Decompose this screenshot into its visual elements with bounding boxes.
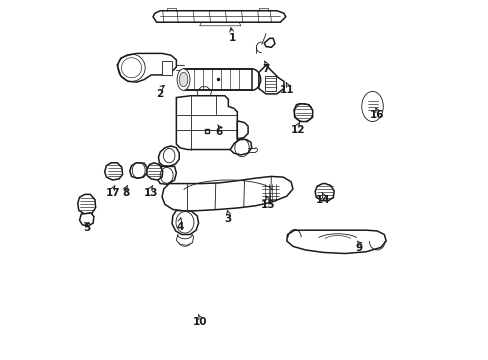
Text: 11: 11 (280, 85, 294, 95)
Text: 8: 8 (122, 188, 129, 198)
Polygon shape (293, 104, 312, 122)
Ellipse shape (179, 72, 187, 87)
Polygon shape (104, 163, 122, 180)
Polygon shape (172, 211, 198, 234)
Text: 2: 2 (156, 89, 163, 99)
Text: 16: 16 (369, 111, 384, 121)
Polygon shape (260, 184, 279, 202)
Polygon shape (230, 139, 251, 155)
Polygon shape (162, 176, 292, 211)
Polygon shape (147, 163, 163, 180)
Polygon shape (183, 69, 251, 90)
Polygon shape (129, 163, 147, 178)
Polygon shape (158, 146, 179, 166)
Polygon shape (153, 11, 285, 22)
Text: 10: 10 (192, 317, 206, 327)
Polygon shape (363, 96, 381, 117)
Text: 9: 9 (355, 243, 362, 253)
Polygon shape (176, 96, 237, 149)
Text: 4: 4 (176, 222, 183, 231)
Polygon shape (78, 194, 96, 214)
Bar (265, 76, 276, 91)
Ellipse shape (361, 91, 383, 122)
Bar (162, 60, 171, 75)
Polygon shape (80, 213, 94, 226)
Text: 1: 1 (228, 33, 235, 43)
Polygon shape (237, 121, 247, 139)
Text: 3: 3 (224, 215, 231, 224)
Polygon shape (258, 65, 284, 94)
Polygon shape (117, 53, 176, 82)
Text: 15: 15 (260, 200, 274, 210)
Polygon shape (156, 166, 176, 184)
Text: 12: 12 (290, 125, 305, 135)
Text: 17: 17 (106, 188, 121, 198)
Polygon shape (286, 230, 386, 253)
Polygon shape (264, 39, 274, 47)
Text: 7: 7 (262, 64, 269, 74)
Text: 13: 13 (144, 188, 158, 198)
Polygon shape (314, 184, 333, 201)
Text: 14: 14 (315, 195, 330, 205)
Ellipse shape (177, 69, 190, 90)
Text: 6: 6 (215, 127, 223, 136)
Text: 5: 5 (83, 224, 90, 233)
